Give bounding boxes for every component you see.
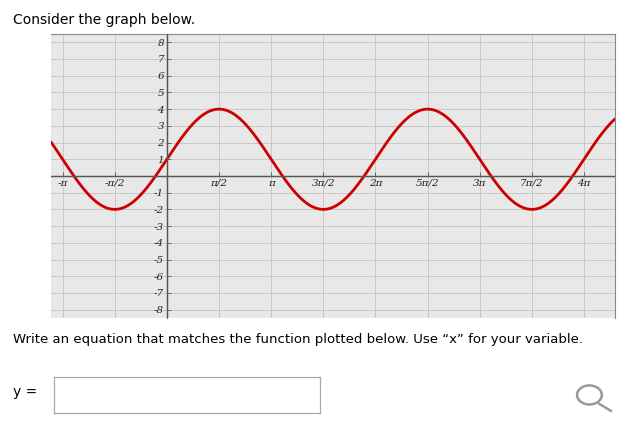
Text: Write an equation that matches the function plotted below. Use “x” for your vari: Write an equation that matches the funct…	[13, 333, 583, 346]
Text: y =: y =	[13, 385, 37, 399]
Text: Consider the graph below.: Consider the graph below.	[13, 13, 195, 27]
